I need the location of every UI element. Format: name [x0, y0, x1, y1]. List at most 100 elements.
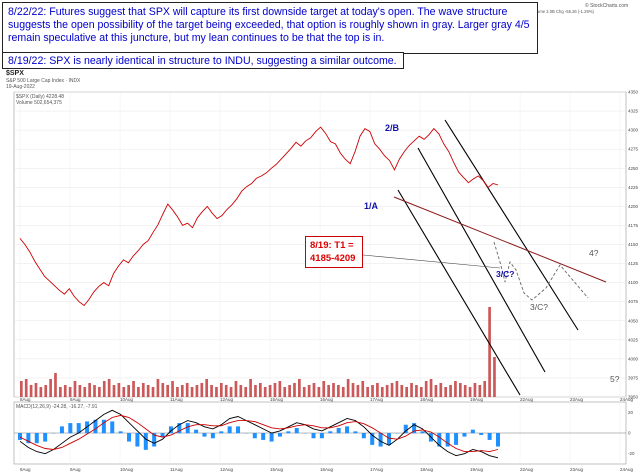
volume-bar: [351, 383, 355, 397]
volume-bar: [473, 383, 477, 397]
price-tick-label: 4250: [628, 166, 639, 171]
volume-bar: [229, 387, 233, 397]
price-tick-label: 4300: [628, 128, 639, 133]
volume-bar: [219, 383, 223, 397]
volume-bar: [234, 381, 238, 397]
volume-bar: [332, 383, 335, 397]
price-tick-label: 4025: [628, 337, 639, 342]
macd-histogram-bar: [336, 428, 341, 434]
volume-bar: [171, 381, 174, 397]
date-tick-label: 18Aug: [420, 397, 434, 402]
date-tick-label-bottom: 9Aug: [70, 467, 81, 472]
macd-histogram-bar: [470, 429, 475, 434]
volume-bar: [34, 383, 38, 397]
volume-bar: [200, 383, 204, 397]
date-tick-label-bottom: 23Aug: [570, 467, 584, 472]
macd-histogram-bar: [160, 433, 165, 437]
volume-bar: [83, 387, 87, 397]
macd-histogram-bar: [319, 433, 324, 439]
volume-bar: [156, 379, 160, 397]
wave-label-3c-gray: 3/C?: [530, 302, 548, 312]
macd-histogram-bar: [294, 428, 299, 434]
volume-bar: [361, 381, 365, 397]
volume-bar: [54, 373, 57, 397]
macd-histogram-bar: [177, 423, 182, 434]
volume-bar: [405, 387, 409, 397]
price-tick-label: 4000: [628, 356, 639, 361]
macd-tick-label: 0: [628, 431, 631, 436]
volume-bar: [298, 379, 301, 397]
date-tick-label-bottom: 15Aug: [270, 467, 284, 472]
header-watermark: © StockCharts.com: [585, 3, 629, 9]
date-tick-label-bottom: 8Aug: [20, 467, 31, 472]
volume-bar: [176, 387, 179, 397]
volume-bar: [44, 385, 48, 397]
volume-bar: [244, 387, 248, 397]
volume-bar: [78, 385, 82, 397]
date-tick-label: 11Aug: [170, 397, 183, 402]
macd-histogram-bar: [277, 433, 282, 437]
macd-tick-label: -20: [628, 451, 635, 456]
wave-label-1a: 1/A: [364, 201, 379, 211]
volume-bar: [390, 383, 394, 397]
volume-bar: [117, 383, 121, 397]
macd-histogram-bar: [345, 426, 350, 434]
volume-bar: [278, 381, 282, 397]
wave-channel: [397, 119, 579, 396]
volume-bar: [463, 385, 467, 397]
date-tick-label-bottom: 10Aug: [120, 467, 134, 472]
date-tick-label: 8Aug: [20, 397, 31, 402]
macd-histogram-bar: [127, 433, 132, 442]
macd-histogram-bar: [210, 433, 215, 439]
volume-bar: [449, 385, 452, 397]
annotation-note-0819: 8/19/22: SPX is nearly identical in stru…: [2, 52, 404, 69]
macd-histogram-bar: [496, 433, 500, 447]
macd-histogram-bar: [386, 433, 391, 445]
price-tick-label: 4125: [628, 261, 639, 266]
price-tick-label: 4050: [628, 318, 639, 323]
target-box: 8/19: T1 = 4185-4209: [305, 236, 363, 268]
macd-signal-line: [19, 414, 499, 453]
volume-bar: [93, 385, 96, 397]
macd-histogram-bar: [68, 423, 73, 434]
volume-bar: [371, 385, 374, 397]
header-description: S&P 500 Large Cap Index · INDX: [6, 78, 81, 84]
volume-bar: [215, 387, 218, 397]
volume-bar: [107, 379, 111, 397]
channel-line-lower: [397, 189, 521, 396]
date-tick-label: 9Aug: [70, 397, 81, 402]
volume-bar: [102, 381, 106, 397]
macd-histogram-bar: [202, 433, 207, 437]
volume-bar: [356, 385, 360, 397]
volume-bar: [224, 385, 228, 397]
volume-bar: [366, 387, 369, 397]
date-tick-label-bottom: 19Aug: [470, 467, 484, 472]
volume-bar: [273, 383, 277, 397]
volume-bar: [415, 385, 418, 397]
channel-line-middle: [417, 147, 546, 373]
price-tick-label: 4075: [628, 299, 639, 304]
date-tick-label-bottom: 24Aug: [620, 467, 634, 472]
date-tick-label-bottom: 12Aug: [220, 467, 234, 472]
volume-bar: [112, 385, 116, 397]
date-tick-label: 16Aug: [320, 397, 334, 402]
volume-bar: [210, 385, 213, 397]
price-tick-label: 3950: [628, 395, 639, 400]
macd-histogram-bar: [252, 433, 257, 439]
volume-bar: [161, 383, 165, 397]
wave-label-3c: 3/C?: [496, 269, 514, 279]
volume-bar: [195, 385, 199, 397]
macd-histogram-bar: [59, 426, 64, 434]
macd-histogram-bar: [93, 419, 98, 434]
volume-bar: [395, 381, 399, 397]
date-tick-label: 15Aug: [270, 397, 284, 402]
date-tick-label: 12Aug: [220, 397, 234, 402]
macd-histogram-bar: [118, 431, 123, 434]
volume-bars: [20, 307, 496, 397]
macd-histogram-bar: [101, 419, 106, 434]
volume-bar: [29, 385, 33, 397]
volume-bar: [24, 379, 28, 397]
volume-bar: [410, 383, 413, 397]
target-connector: [362, 254, 501, 269]
volume-bar: [483, 381, 487, 397]
